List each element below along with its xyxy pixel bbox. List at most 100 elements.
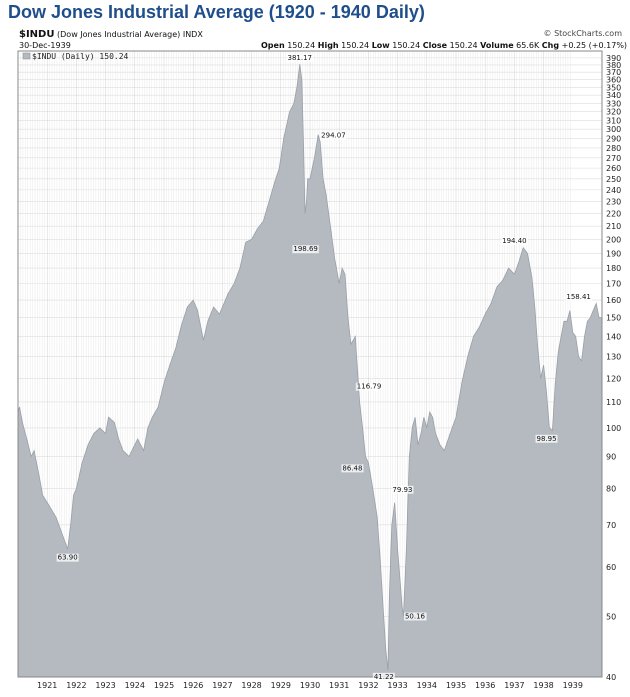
price-area [17,64,603,678]
y-tick-label: 50 [606,612,616,621]
y-tick-label: 340 [606,91,621,100]
low-label: Low [371,41,390,50]
x-tick-label: 1932 [358,681,378,690]
open-label: Open [261,41,285,50]
annotation-background [565,292,592,301]
x-tick-label: 1930 [300,681,320,690]
y-tick-label: 250 [606,175,621,184]
y-tick-label: 380 [606,61,621,70]
annotation-background [501,237,528,246]
x-tick-label: 1939 [563,681,583,690]
y-tick-label: 160 [606,296,621,305]
annotation-background [355,382,383,391]
symbol-name: (Dow Jones Industrial Average) [57,30,181,39]
y-tick-label: 110 [606,398,621,407]
y-tick-label: 130 [606,353,621,362]
annotation-label: 86.48 [342,464,362,472]
annotation-background [403,612,427,621]
legend-label: $INDU (Daily) 150.24 [32,52,129,61]
x-tick-label: 1926 [183,681,203,690]
x-tick-label: 1934 [417,681,437,690]
y-tick-label: 180 [606,264,621,273]
symbol: $INDU [19,29,55,40]
x-tick-label: 1923 [95,681,115,690]
annotation-background [320,131,347,140]
annotation-label: 198.69 [293,245,318,253]
y-tick-label: 280 [606,144,621,153]
annotation-background [56,553,79,562]
y-tick-label: 220 [606,210,621,219]
y-tick-label: 230 [606,197,621,206]
annotation-label: 50.16 [405,612,426,620]
annotation-background [372,672,395,681]
y-tick-label: 390 [606,54,621,63]
legend: $INDU (Daily) 150.24 [22,52,129,61]
quote-date: 30-Dec-1939 [19,41,71,50]
annotation-background [292,245,319,254]
y-tick-label: 330 [606,99,621,108]
page-title: Dow Jones Industrial Average (1920 - 194… [8,2,425,22]
y-tick-label: 100 [606,424,621,433]
y-tick-label: 210 [606,222,621,231]
y-tick-label: 270 [606,154,621,163]
annotation-background [391,485,414,494]
x-tick-label: 1931 [329,681,349,690]
exchange: INDX [182,30,203,39]
annotation-label: 116.79 [357,383,382,391]
x-tick-label: 1936 [475,681,495,690]
x-tick-label: 1927 [212,681,232,690]
annotation-label: 381.17 [288,54,313,62]
y-tick-label: 150 [606,314,621,323]
price-area-path [17,64,603,678]
y-tick-label: 290 [606,134,621,143]
x-tick-label: 1938 [533,681,553,690]
close-label: Close [422,41,448,50]
annotation-label: 41.22 [374,673,394,681]
y-tick-label: 60 [606,563,616,572]
high-value: 150.24 [341,41,370,50]
annotation-label: 194.40 [502,237,527,245]
high-label: High [317,41,339,50]
y-tick-label: 70 [606,521,616,530]
y-tick-label: 240 [606,186,621,195]
close-value: 150.24 [449,41,478,50]
y-tick-label: 300 [606,125,621,134]
legend-swatch [22,52,31,60]
x-tick-label: 1928 [241,681,261,690]
x-tick-label: 1937 [504,681,524,690]
y-tick-label: 170 [606,280,621,289]
x-axis-ticks: 1921 1922 1923 1924 1925 1926 1927 1928 1929 1930… [37,681,583,690]
annotation-background [535,434,558,443]
annotation-label: 63.90 [58,554,78,562]
symbol-header: $INDU (Dow Jones Industrial Average) IND… [19,29,203,40]
annotation-background [286,54,314,63]
volume-value: 65.6K [516,41,540,50]
annotation-label: 79.93 [392,486,412,494]
open-value: 150.24 [287,41,316,50]
x-tick-label: 1925 [154,681,174,690]
ohlc-line: Open 150.24 High 150.24 Low 150.24 Close… [261,41,627,50]
y-tick-label: 80 [606,485,616,494]
y-tick-label: 90 [606,453,616,462]
annotation-label: 294.07 [321,132,346,140]
x-tick-label: 1922 [66,681,86,690]
y-tick-label: 320 [606,108,621,117]
annotation-label: 158.41 [566,293,591,301]
chg-value: +0.25 (+0.17%) [561,41,628,50]
low-value: 150.24 [392,41,421,50]
x-tick-label: 1933 [387,681,407,690]
stockcharts-credit: © StockCharts.com [543,29,622,38]
y-tick-label: 140 [606,332,621,341]
plot-frame [17,50,603,678]
x-tick-label: 1921 [37,681,57,690]
y-tick-label: 350 [606,83,621,92]
y-tick-label: 200 [606,235,621,244]
x-tick-label: 1924 [125,681,145,690]
x-tick-label: 1929 [271,681,291,690]
y-axis-ticks: 40 50 60 70 80 90 100 110 120 130 140 150 160 170 180 1… [606,54,621,682]
y-tick-label: 370 [606,68,621,77]
annotation-label: 98.95 [536,435,556,443]
price-annotations: 381.17 294.07 198.69 63.90 116.79 86.48 79.93 4… [56,54,592,681]
y-tick-label: 310 [606,116,621,125]
